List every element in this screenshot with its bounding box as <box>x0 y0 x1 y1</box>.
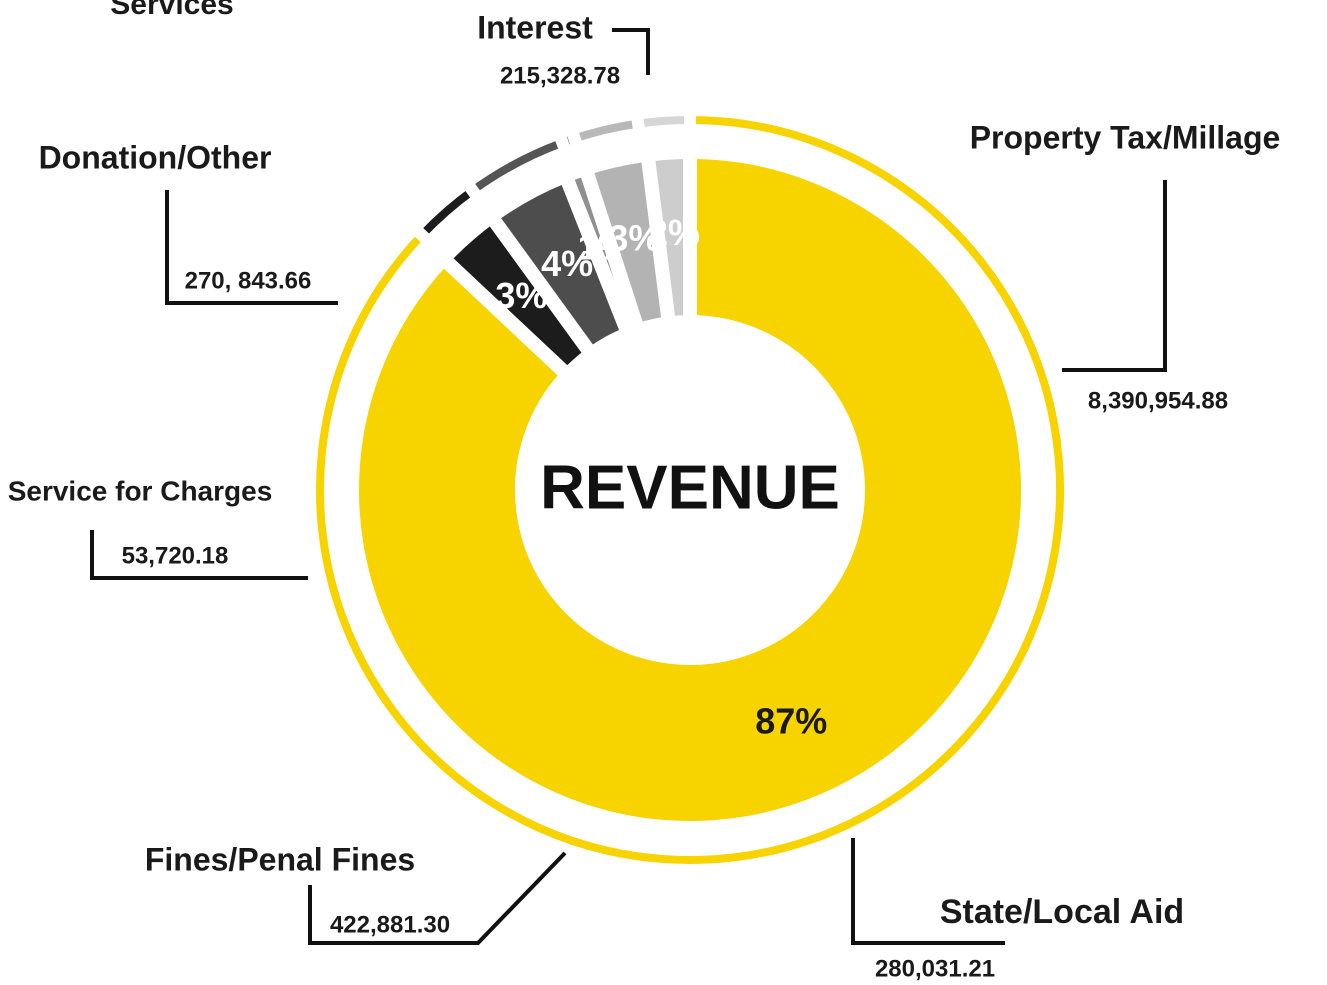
category-label: Donation/Other <box>39 139 272 175</box>
outer-ring-segment <box>563 106 647 156</box>
center-label: REVENUE <box>540 453 840 522</box>
amount-label: 53,720.18 <box>122 542 229 569</box>
amount-label: 422,881.30 <box>330 911 450 938</box>
leader-line <box>90 530 308 580</box>
heading: Services <box>110 0 233 21</box>
donut-wedge <box>639 144 697 332</box>
leader-line <box>308 851 567 945</box>
category-label: Property Tax/Millage <box>970 119 1281 155</box>
amount-label: 270, 843.66 <box>185 267 312 294</box>
category-label: State/Local Aid <box>940 893 1184 931</box>
value-label: 4% <box>541 243 593 284</box>
value-label: 2% <box>648 212 700 253</box>
category-label: Service for Charges <box>8 475 273 506</box>
outer-ring-segment <box>630 103 696 141</box>
amount-label: 8,390,954.88 <box>1088 387 1228 414</box>
category-label: Fines/Penal Fines <box>145 841 415 877</box>
leader-line <box>165 190 338 305</box>
category-label: Interest <box>477 9 593 45</box>
leader-line <box>851 838 1005 945</box>
donut-wedge <box>345 144 1035 835</box>
amount-label: 215,328.78 <box>500 62 620 89</box>
amount-label: 280,031.21 <box>875 955 995 982</box>
leader-line <box>1062 180 1167 372</box>
value-label: 87% <box>755 701 827 742</box>
leader-line <box>612 28 650 75</box>
